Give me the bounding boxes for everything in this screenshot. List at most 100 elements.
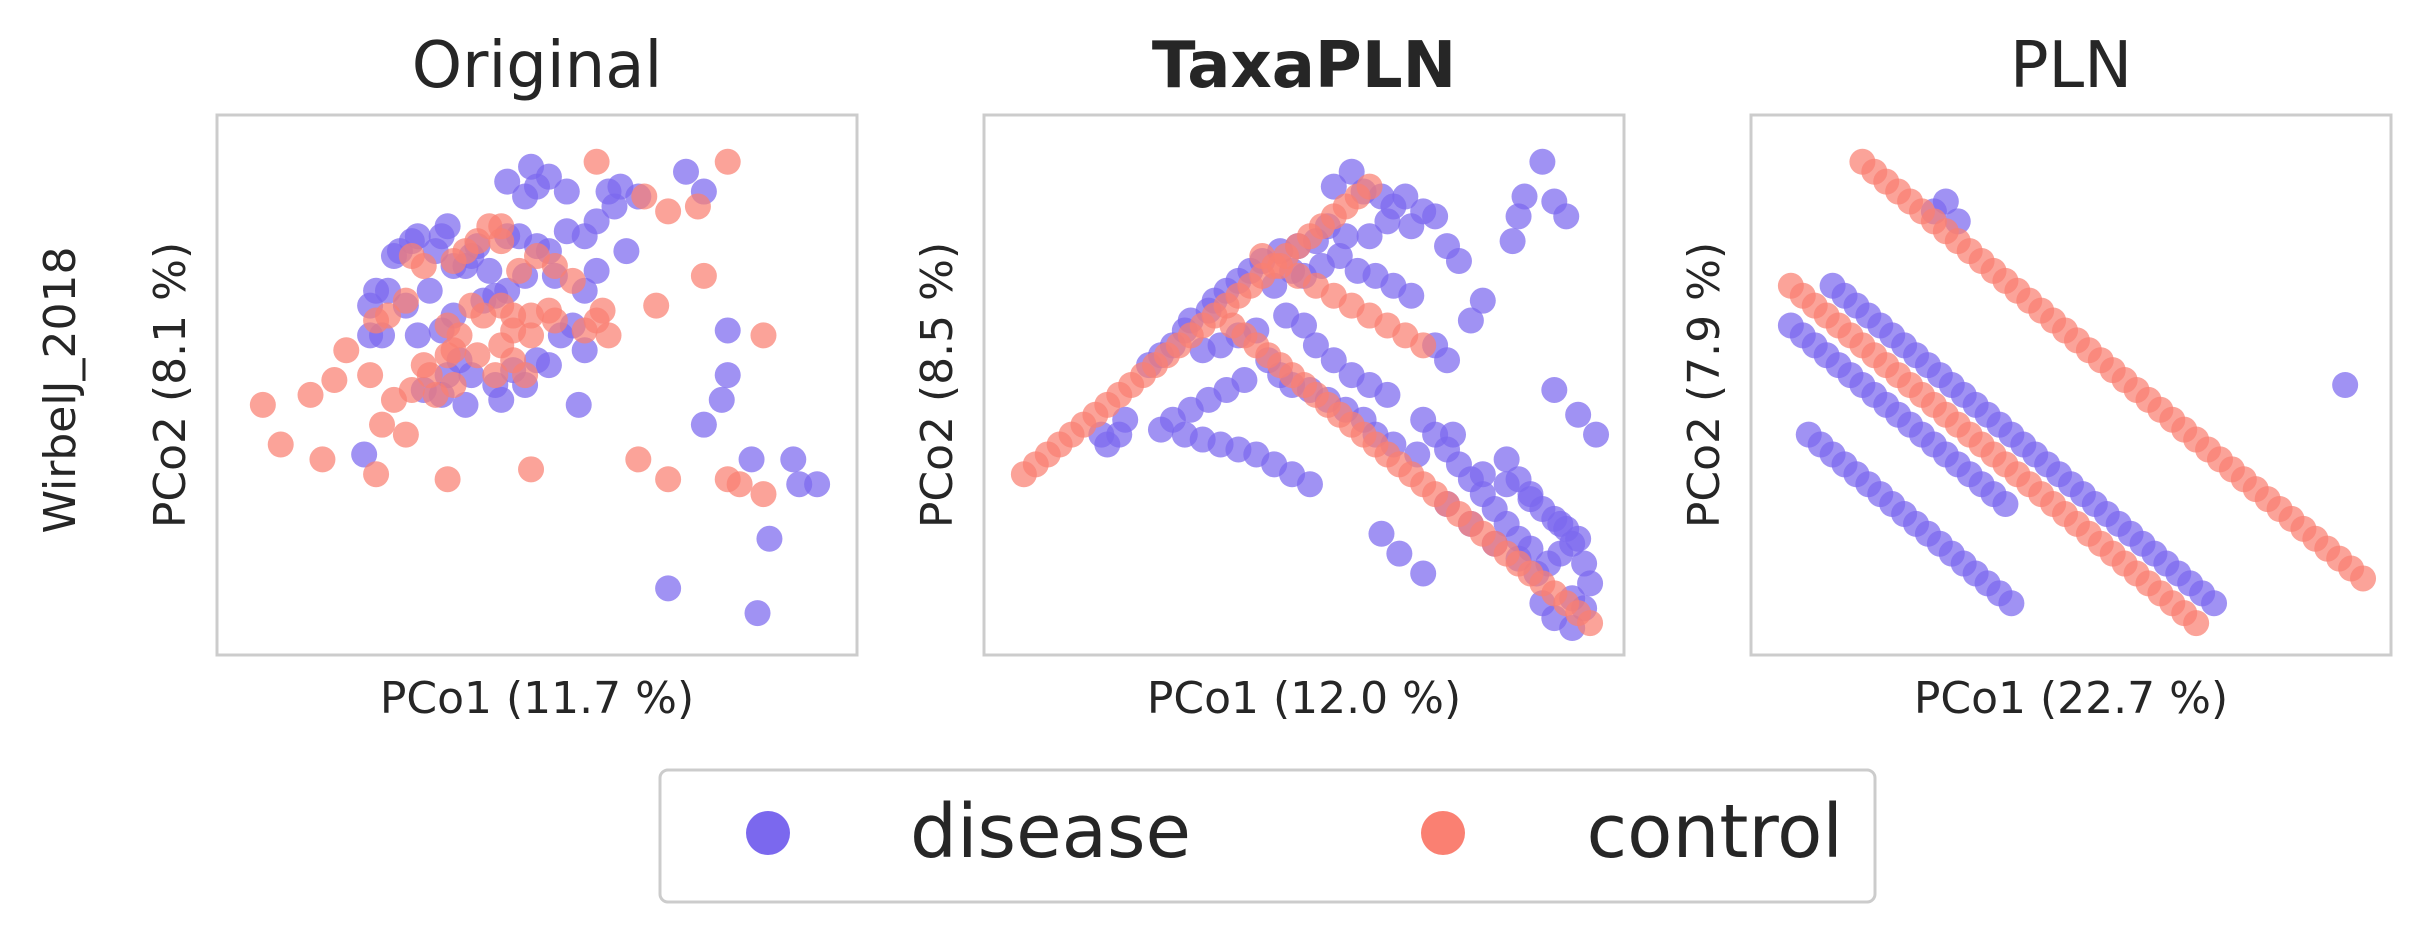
control-point [684, 193, 711, 220]
disease-point [351, 441, 378, 468]
disease-point [690, 411, 717, 438]
disease-point [1374, 381, 1401, 408]
disease-point [786, 471, 813, 498]
control-point [655, 466, 682, 493]
disease-point [1505, 203, 1532, 230]
disease-point [1992, 491, 2019, 518]
control-point [726, 471, 753, 498]
control-point [482, 362, 509, 389]
disease-point [1571, 550, 1598, 577]
disease-point [1553, 203, 1580, 230]
legend-disease-marker [746, 811, 790, 855]
disease-point [1374, 208, 1401, 235]
disease-point [1326, 243, 1353, 270]
control-point [464, 228, 491, 255]
control-point [1010, 461, 1037, 488]
row-label: WirbelJ_2018 [35, 246, 86, 533]
control-point [357, 362, 384, 389]
control-point [518, 322, 545, 349]
x-axis-label: PCo1 (12.0 %) [1147, 673, 1461, 724]
disease-point [601, 193, 628, 220]
control-point [488, 228, 515, 255]
disease-point [1493, 446, 1520, 473]
control-point [440, 372, 467, 398]
legend-control-label: control [1586, 789, 1843, 875]
disease-point [756, 525, 783, 552]
series-control [249, 148, 777, 508]
control-point [375, 302, 401, 329]
control-point [2183, 610, 2210, 637]
y-axis-label: PCo2 (8.1 %) [145, 242, 196, 528]
control-point [369, 411, 396, 438]
disease-point [1434, 347, 1461, 374]
disease-point [1398, 213, 1425, 240]
control-point [410, 252, 437, 279]
control-point [631, 183, 658, 210]
disease-point [1577, 570, 1604, 597]
legend: disease control [658, 768, 1877, 904]
control-point [434, 342, 461, 369]
panel-2: TaxaPLN PCo1 (12.0 %) PCo2 (8.5 %) [912, 29, 1626, 724]
series-control [1010, 173, 1604, 637]
disease-point [476, 257, 503, 284]
disease-point [1398, 282, 1425, 309]
disease-point [804, 471, 831, 498]
disease-point [1112, 406, 1139, 433]
legend-control-marker [1421, 811, 1465, 855]
disease-point [416, 277, 443, 304]
series-control [1777, 148, 2377, 637]
disease-point [1541, 376, 1568, 403]
disease-point [1499, 228, 1526, 255]
control-point [363, 461, 390, 488]
control-point [1577, 610, 1604, 637]
y-axis-label: PCo2 (8.5 %) [912, 242, 963, 528]
disease-point [553, 178, 580, 205]
panel-title: PLN [2010, 29, 2132, 103]
disease-point [1529, 148, 1556, 175]
disease-point [2201, 590, 2228, 617]
control-point [559, 267, 586, 294]
control-point [464, 342, 491, 369]
control-point [518, 456, 545, 483]
disease-point [565, 391, 592, 418]
disease-point [553, 218, 580, 245]
legend-disease-label: disease [910, 789, 1191, 875]
panel-title: Original [412, 29, 662, 103]
disease-point [512, 183, 539, 210]
disease-point [1457, 307, 1484, 334]
disease-point [1410, 560, 1437, 587]
disease-point [1296, 471, 1323, 498]
y-axis-label: PCo2 (7.9 %) [1679, 242, 1730, 528]
disease-point [1410, 406, 1437, 433]
disease-point [1368, 520, 1395, 547]
control-point [589, 297, 616, 324]
control-point [512, 362, 539, 389]
disease-point [404, 322, 431, 349]
control-point [2350, 565, 2377, 592]
control-point [541, 307, 568, 334]
legend-box [658, 768, 1877, 904]
disease-point [738, 446, 765, 473]
control-point [625, 446, 652, 473]
plot-frame [1749, 113, 2393, 657]
control-point [583, 148, 610, 175]
control-point [416, 362, 443, 389]
x-axis-label: PCo1 (22.7 %) [1914, 673, 2228, 724]
disease-point [1320, 347, 1347, 374]
disease-point [655, 575, 682, 602]
control-point [714, 148, 741, 175]
control-point [309, 446, 336, 473]
control-point [249, 391, 276, 418]
disease-point [2332, 372, 2359, 398]
control-point [655, 198, 682, 225]
control-point [571, 317, 598, 344]
control-point [380, 386, 407, 413]
control-point [750, 322, 777, 349]
disease-point [1291, 312, 1317, 339]
disease-point [1147, 416, 1174, 443]
disease-point [673, 158, 699, 185]
panel-title: TaxaPLN [1152, 29, 1456, 103]
control-point [643, 292, 670, 319]
series-disease [1777, 188, 2359, 617]
